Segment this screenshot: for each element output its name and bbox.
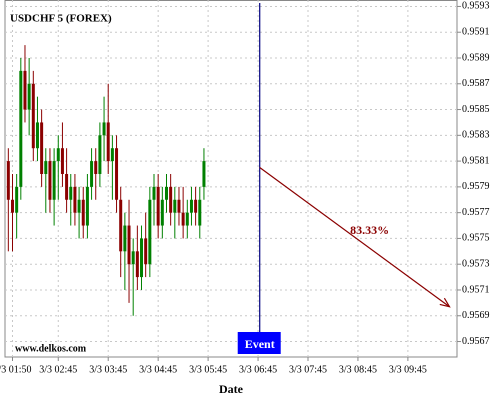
candle-body [148, 199, 152, 265]
candle-body [19, 70, 23, 187]
candle-body [160, 199, 164, 226]
candle-body [23, 70, 27, 110]
candle-body [90, 161, 94, 187]
candle-body [31, 83, 35, 149]
arrow-head [439, 297, 451, 308]
y-tick-label: 0.9587 [462, 78, 490, 89]
watermark: www.delkos.com [15, 343, 87, 354]
candle-body [173, 199, 177, 213]
candle-body [15, 186, 19, 213]
x-tick-label: 3/3 07:45 [289, 364, 327, 375]
y-tick-label: 0.9591 [462, 27, 490, 38]
candle-body [144, 238, 148, 265]
candle-body [181, 212, 185, 226]
candle-body [135, 251, 139, 278]
candle-body [169, 186, 173, 213]
candle-body [10, 199, 14, 213]
candle-body [127, 225, 131, 265]
candle-body [202, 161, 206, 187]
candle-body [40, 122, 44, 174]
y-tick-label: 0.9593 [462, 1, 490, 12]
y-tick-label: 0.9581 [462, 155, 490, 166]
candle-body [56, 148, 60, 162]
x-tick-label: 3/3 01:50 [0, 364, 32, 375]
x-tick-label: 3/3 06:45 [239, 364, 277, 375]
y-tick-label: 0.9585 [462, 104, 490, 115]
forecast-label: 83.33% [350, 223, 389, 237]
event-box [237, 332, 281, 354]
candle-body [69, 186, 73, 200]
candle-body [98, 135, 102, 174]
candle-body [110, 148, 114, 162]
candle-body [6, 161, 10, 200]
forecast-arrow [259, 167, 450, 308]
y-tick-label: 0.9573 [462, 259, 490, 270]
y-tick-label: 0.9575 [462, 233, 490, 244]
candle-body [44, 161, 48, 174]
candle-body [164, 186, 168, 200]
candle-body [65, 173, 69, 200]
candle-body [119, 199, 123, 252]
candle-body [102, 122, 106, 136]
candle-body [115, 148, 119, 200]
y-tick-label: 0.9569 [462, 310, 490, 321]
plot-frame [4, 0, 458, 358]
candle-body [156, 186, 160, 226]
candle-body [131, 251, 135, 265]
candle-body [52, 161, 56, 200]
candle-body [81, 199, 85, 226]
chart-title: USDCHF 5 (FOREX) [10, 13, 112, 25]
candle-body [60, 148, 64, 174]
x-tick-label: 3/3 05:45 [189, 364, 227, 375]
candle-body [194, 199, 198, 213]
x-tick-label: 3/3 08:45 [339, 364, 377, 375]
y-tick-label: 0.9577 [462, 207, 490, 218]
candle-body [85, 186, 89, 226]
candle-body [106, 122, 110, 162]
y-tick-label: 0.9567 [462, 336, 490, 347]
x-tick-label: 3/3 09:45 [389, 364, 427, 375]
y-tick-label: 0.9579 [462, 181, 490, 192]
candle-body [94, 161, 98, 174]
candle-body [27, 83, 31, 110]
candle-body [177, 199, 181, 213]
x-axis-label: Date [219, 382, 244, 396]
y-tick-label: 0.9571 [462, 284, 490, 295]
y-tick-label: 0.9583 [462, 130, 490, 141]
candle-body [140, 238, 144, 278]
x-tick-label: 3/3 02:45 [39, 364, 77, 375]
candle-body [77, 199, 81, 213]
candle-body [152, 186, 156, 200]
y-tick-label: 0.9589 [462, 52, 490, 63]
candle-body [73, 186, 77, 213]
candle-body [189, 199, 193, 213]
event-label: Event [245, 337, 275, 351]
x-tick-label: 3/3 04:45 [139, 364, 177, 375]
candle-body [185, 212, 189, 226]
candle-body [48, 161, 52, 200]
candle-body [123, 225, 127, 252]
candle-body [198, 199, 202, 226]
x-tick-label: 3/3 03:45 [89, 364, 127, 375]
candle-body [35, 122, 39, 149]
